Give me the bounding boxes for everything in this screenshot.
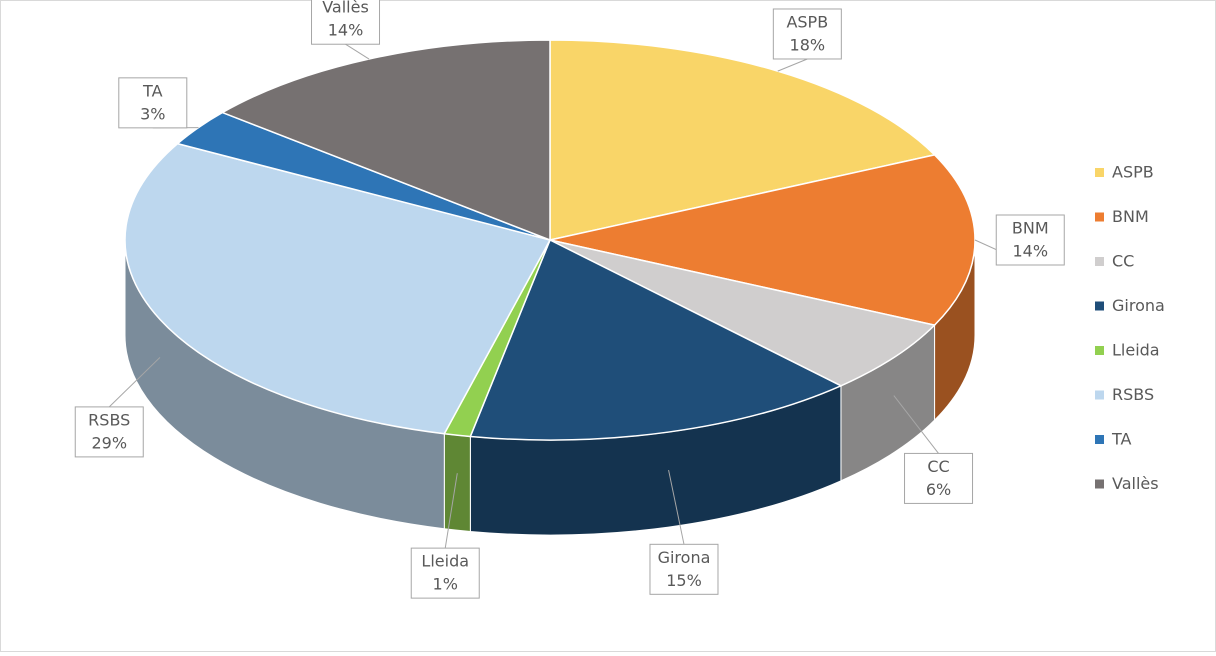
label-value: 29% <box>91 433 127 452</box>
legend-marker <box>1095 480 1104 489</box>
label-category: Vallès <box>322 0 369 17</box>
label-value: 3% <box>140 104 165 123</box>
label-category: Girona <box>658 548 711 567</box>
legend-label: Girona <box>1112 296 1165 315</box>
legend-marker <box>1095 346 1104 355</box>
legend-label: Lleida <box>1112 341 1160 360</box>
legend-label: Vallès <box>1112 474 1159 493</box>
legend-label: TA <box>1111 430 1132 449</box>
label-value: 18% <box>790 35 826 54</box>
legend-label: CC <box>1112 252 1134 271</box>
label-value: 14% <box>328 21 364 40</box>
label-value: 6% <box>926 480 951 499</box>
legend-label: ASPB <box>1112 163 1154 182</box>
legend-label: RSBS <box>1112 385 1154 404</box>
legend-label: BNM <box>1112 207 1149 226</box>
label-value: 1% <box>433 575 458 594</box>
legend-marker <box>1095 213 1104 222</box>
legend-marker <box>1095 168 1104 177</box>
slice-side <box>444 434 470 532</box>
label-category: RSBS <box>88 410 130 429</box>
legend-marker <box>1095 435 1104 444</box>
legend-marker <box>1095 257 1104 266</box>
label-category: ASPB <box>786 12 828 31</box>
label-value: 14% <box>1012 242 1048 261</box>
label-value: 15% <box>666 571 702 590</box>
legend-marker <box>1095 302 1104 311</box>
label-category: CC <box>927 457 949 476</box>
label-category: TA <box>142 81 163 100</box>
label-category: BNM <box>1012 219 1049 238</box>
label-category: Lleida <box>421 552 469 571</box>
legend-marker <box>1095 391 1104 400</box>
